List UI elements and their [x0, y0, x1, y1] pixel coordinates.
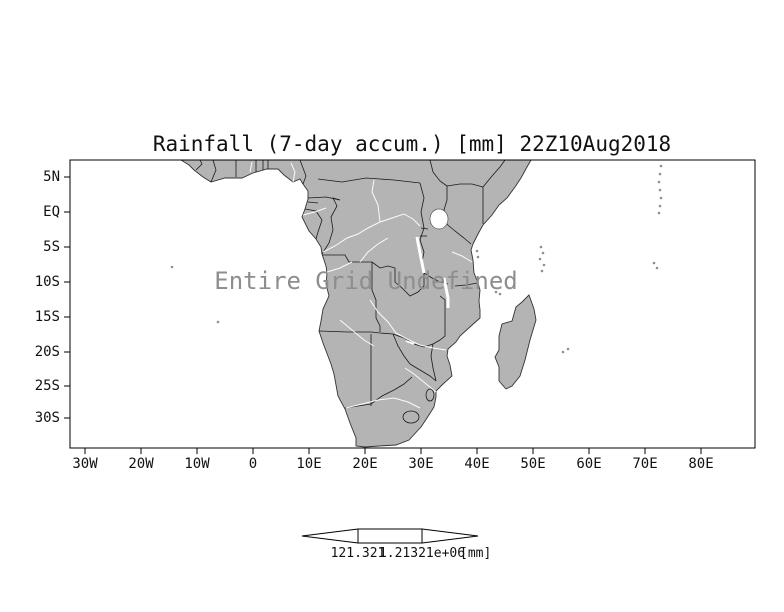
island-dots	[170, 164, 663, 354]
x-axis-label-20w: 20W	[128, 456, 154, 472]
y-axis-label-30s: 30S	[34, 410, 60, 426]
x-axis-label-0: 0	[248, 456, 258, 472]
x-axis-label-40e: 40E	[464, 456, 490, 472]
y-axis-label-15s: 15S	[34, 309, 60, 325]
x-axis-label-50e: 50E	[520, 456, 546, 472]
x-axis-label-10w: 10W	[184, 456, 210, 472]
y-axis-label-25s: 25S	[34, 378, 60, 394]
axis-ticks	[64, 176, 702, 454]
rivers	[249, 161, 473, 409]
undefined-grid-message: Entire Grid Undefined	[214, 267, 518, 295]
x-axis-label-10e: 10E	[296, 456, 322, 472]
y-axis-label-5n: 5N	[43, 169, 60, 185]
colorbar-label-left: 121.321	[330, 546, 386, 561]
x-axis-label-30e: 30E	[408, 456, 434, 472]
y-axis-label-10s: 10S	[34, 274, 60, 290]
colorbar-unit-label: [mm]	[460, 546, 492, 561]
x-axis-label-60e: 60E	[576, 456, 602, 472]
plot-title: Rainfall (7-day accum.) [mm] 22Z10Aug201…	[152, 132, 672, 156]
y-axis-label-20s: 20S	[34, 344, 60, 360]
madagascar-island	[494, 294, 537, 390]
x-axis-label-70e: 70E	[632, 456, 658, 472]
y-axis-label-eq: EQ	[43, 204, 60, 220]
x-axis-label-20e: 20E	[352, 456, 378, 472]
map-frame	[69, 159, 756, 449]
colorbar-shape	[301, 528, 479, 544]
africa-landmass	[179, 159, 532, 448]
x-axis-label-30w: 30W	[72, 456, 98, 472]
lakes	[405, 208, 450, 345]
x-axis-label-80e: 80E	[688, 456, 714, 472]
y-axis-label-5s: 5S	[43, 239, 60, 255]
colorbar-label-right: 1.21321e+06	[378, 546, 466, 561]
